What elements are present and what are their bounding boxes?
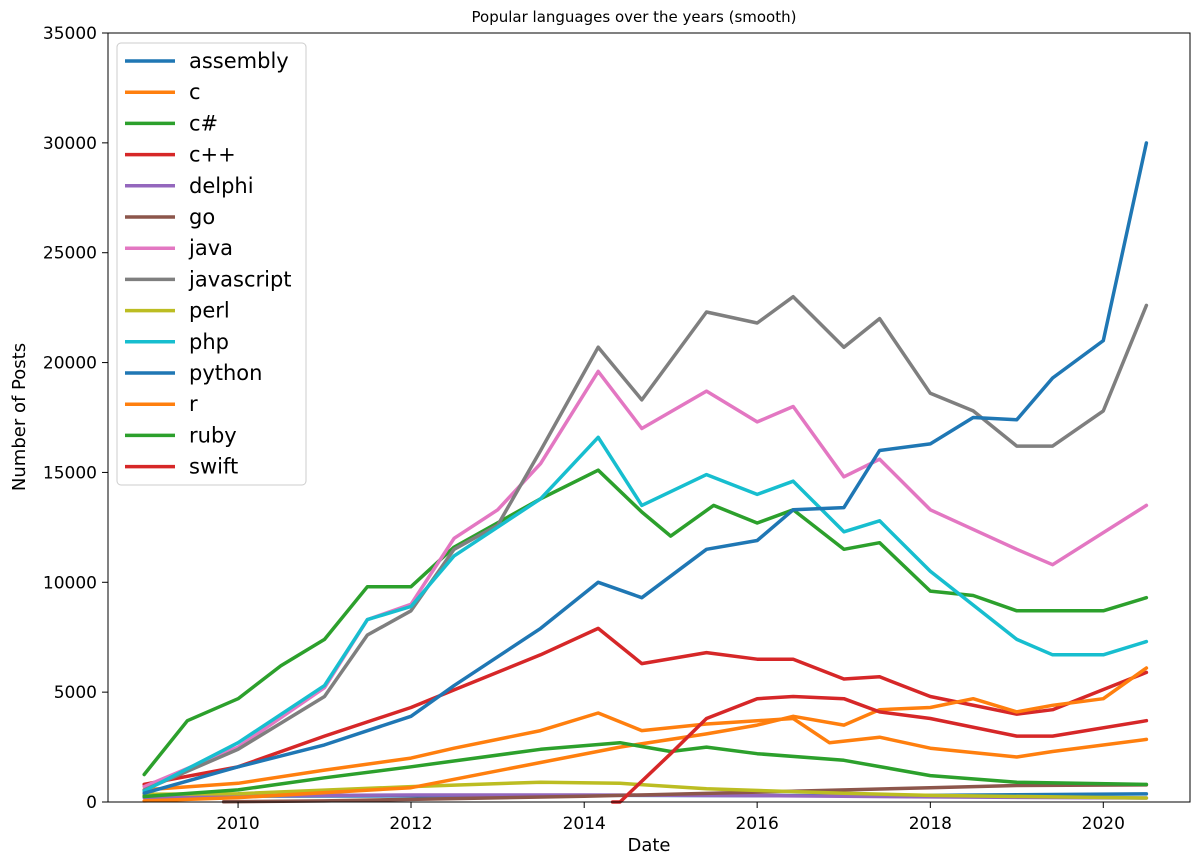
y-tick-label: 15000 [43,463,97,483]
series-line-javascript [142,294,1149,792]
legend-label: go [189,205,215,229]
x-tick-label: 2018 [909,814,952,834]
x-tick-label: 2010 [216,814,259,834]
legend-label: ruby [189,423,237,447]
legend-label: r [189,392,198,416]
legend-label: javascript [188,267,292,291]
series-line-csharp [142,468,1149,777]
legend: assembly c c# c++ delphi go java javascript perl… [116,42,307,486]
series-line-perl [142,780,1149,800]
legend-label: c [189,80,201,104]
legend-label: perl [189,299,230,323]
y-tick-label: 0 [86,793,97,813]
y-tick-label: 30000 [43,134,97,154]
x-tick-label: 2012 [389,814,432,834]
legend-label: delphi [189,174,254,198]
plot-frame [107,32,1191,803]
legend-label: c++ [189,143,236,167]
legend-label: assembly [189,49,289,73]
y-tick-label: 35000 [43,24,97,44]
y-tick-label: 5000 [54,683,97,703]
y-tick-label: 10000 [43,573,97,593]
legend-label: swift [189,455,238,479]
x-tick-label: 2020 [1082,814,1125,834]
series-line-go [221,783,1149,804]
y-tick-label: 20000 [43,354,97,374]
chart-title: Popular languages over the years (smooth… [472,8,797,26]
legend-label: java [188,236,233,260]
legend-label: c# [189,111,218,135]
y-axis: 0 5000 10000 15000 20000 25000 30000 35000 [43,24,108,813]
legend-label: php [189,330,229,354]
x-tick-label: 2016 [736,814,779,834]
x-axis-label: Date [627,835,670,856]
series-line-php [142,435,1149,793]
x-tick-label: 2014 [563,814,606,834]
legend-box [116,42,307,486]
series-line-python [142,141,1149,795]
series-line-c [142,711,1149,792]
series-line-r [142,666,1149,803]
x-axis: 2010 2012 2014 2016 2018 2020 [216,802,1125,834]
series-layer [142,141,1149,804]
y-tick-label: 25000 [43,244,97,264]
series-line-swift [610,694,1149,804]
legend-label: python [189,361,262,385]
y-axis-label: Number of Posts [9,343,30,491]
